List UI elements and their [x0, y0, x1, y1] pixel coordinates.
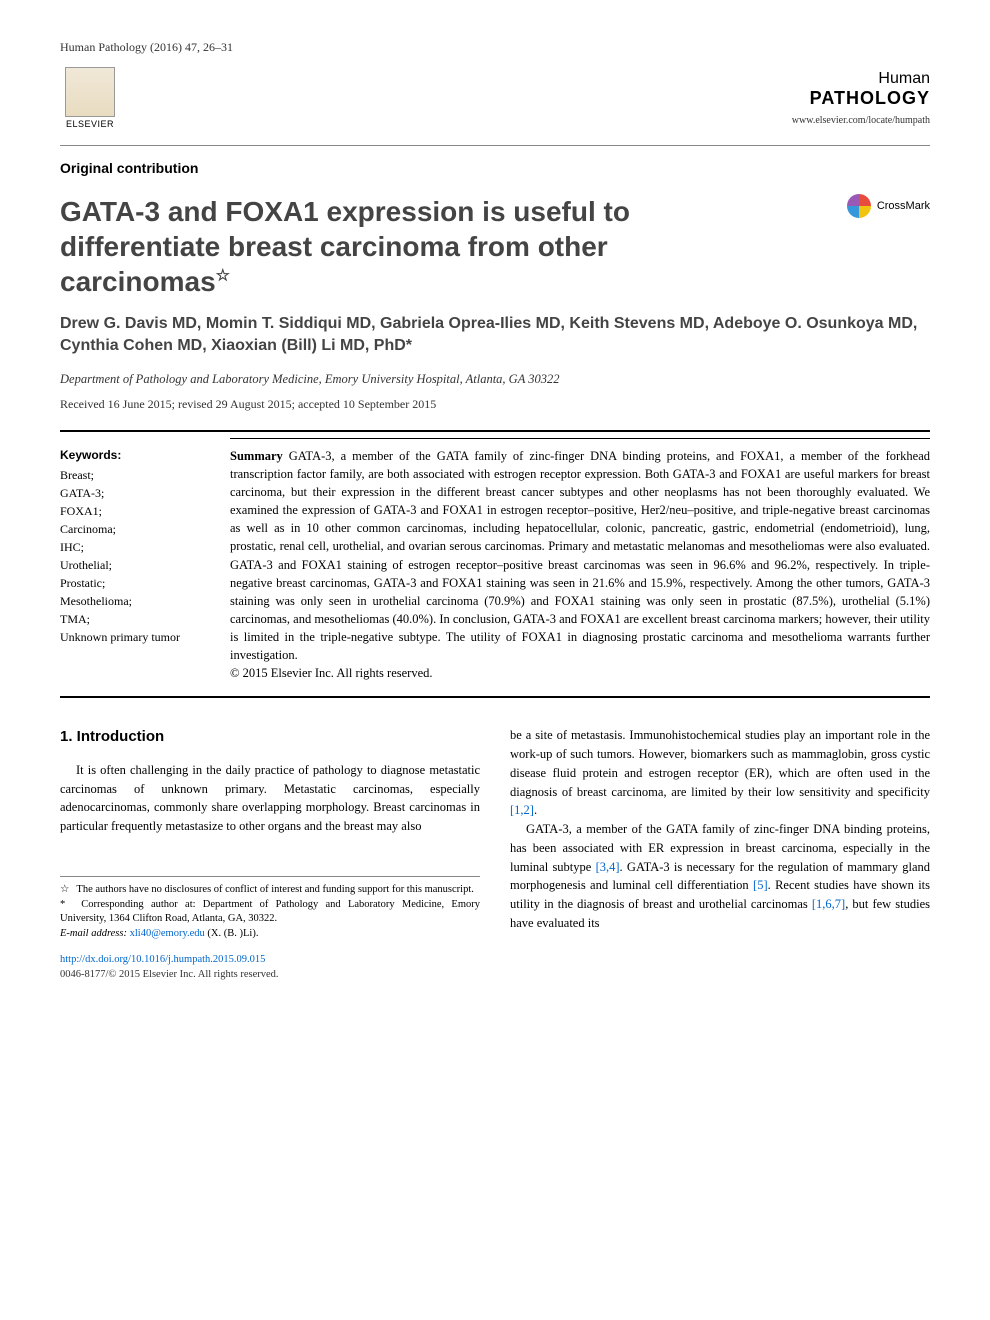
journal-logo: Human PATHOLOGY www.elsevier.com/locate/…	[792, 70, 930, 126]
email-label: E-mail address:	[60, 928, 130, 939]
publisher-name: ELSEVIER	[66, 119, 114, 129]
keywords-label: Keywords:	[60, 446, 210, 464]
keyword-item: IHC;	[60, 538, 210, 556]
intro-paragraph-2: GATA-3, a member of the GATA family of z…	[510, 820, 930, 933]
column-left: 1. Introduction It is often challenging …	[60, 726, 480, 983]
footnote-email: E-mail address: xli40@emory.edu (X. (B. …	[60, 927, 480, 942]
abstract-box: Keywords: Breast; GATA-3; FOXA1; Carcino…	[60, 430, 930, 699]
reference-link[interactable]: [1,6,7]	[812, 897, 845, 911]
email-link[interactable]: xli40@emory.edu	[130, 928, 205, 939]
journal-citation: Human Pathology (2016) 47, 26–31	[60, 40, 233, 55]
doi-link[interactable]: http://dx.doi.org/10.1016/j.humpath.2015…	[60, 954, 265, 965]
column-right: be a site of metastasis. Immunohistochem…	[510, 726, 930, 983]
keyword-item: TMA;	[60, 610, 210, 628]
keywords-column: Keywords: Breast; GATA-3; FOXA1; Carcino…	[60, 446, 230, 683]
keyword-item: Carcinoma;	[60, 520, 210, 538]
footnote-disclosure-text: The authors have no disclosures of confl…	[74, 884, 474, 895]
footnote-star-icon: ☆	[60, 883, 74, 898]
doi-block: http://dx.doi.org/10.1016/j.humpath.2015…	[60, 952, 480, 984]
affiliation: Department of Pathology and Laboratory M…	[60, 372, 930, 387]
elsevier-logo: ELSEVIER	[60, 63, 120, 133]
authors: Drew G. Davis MD, Momin T. Siddiqui MD, …	[60, 313, 930, 358]
section-label: Original contribution	[60, 160, 930, 176]
journal-name-bottom: PATHOLOGY	[792, 88, 930, 109]
title-text: GATA-3 and FOXA1 expression is useful to…	[60, 196, 630, 297]
crossmark-label: CrossMark	[877, 200, 930, 212]
col2-p1-text: be a site of metastasis. Immunohistochem…	[510, 728, 930, 798]
col2-p1-end: .	[534, 803, 537, 817]
intro-paragraph-1-cont: be a site of metastasis. Immunohistochem…	[510, 726, 930, 820]
header-rule	[60, 145, 930, 146]
intro-paragraph-1: It is often challenging in the daily pra…	[60, 761, 480, 836]
keyword-item: Unknown primary tumor	[60, 628, 210, 646]
summary-column: Summary GATA-3, a member of the GATA fam…	[230, 438, 930, 683]
reference-link[interactable]: [5]	[753, 878, 768, 892]
reference-link[interactable]: [1,2]	[510, 803, 534, 817]
summary-copyright: © 2015 Elsevier Inc. All rights reserved…	[230, 664, 930, 682]
footnote-corresponding: * Corresponding author at: Department of…	[60, 898, 480, 927]
keyword-item: Breast;	[60, 466, 210, 484]
issn-copyright: 0046-8177/© 2015 Elsevier Inc. All right…	[60, 969, 279, 980]
elsevier-tree-icon	[65, 67, 115, 117]
summary-label: Summary	[230, 449, 283, 463]
summary-text: GATA-3, a member of the GATA family of z…	[230, 449, 930, 662]
reference-link[interactable]: [3,4]	[596, 860, 620, 874]
article-title: GATA-3 and FOXA1 expression is useful to…	[60, 194, 740, 299]
journal-name-top: Human	[792, 70, 930, 88]
keyword-item: Prostatic;	[60, 574, 210, 592]
intro-heading: 1. Introduction	[60, 726, 480, 749]
corresponding-star-icon: *	[60, 898, 74, 913]
keyword-item: Mesothelioma;	[60, 592, 210, 610]
keyword-item: Urothelial;	[60, 556, 210, 574]
crossmark-icon	[847, 194, 871, 218]
crossmark-badge[interactable]: CrossMark	[847, 194, 930, 218]
journal-url[interactable]: www.elsevier.com/locate/humpath	[792, 115, 930, 126]
footnotes: ☆ The authors have no disclosures of con…	[60, 876, 480, 942]
body-columns: 1. Introduction It is often challenging …	[60, 726, 930, 983]
article-dates: Received 16 June 2015; revised 29 August…	[60, 397, 930, 412]
title-footnote-symbol: ☆	[216, 268, 230, 285]
keyword-item: GATA-3;	[60, 484, 210, 502]
footnote-disclosure: ☆ The authors have no disclosures of con…	[60, 883, 480, 898]
email-suffix: (X. (B. )Li).	[205, 928, 259, 939]
keyword-item: FOXA1;	[60, 502, 210, 520]
corresponding-text: Corresponding author at: Department of P…	[60, 899, 480, 925]
